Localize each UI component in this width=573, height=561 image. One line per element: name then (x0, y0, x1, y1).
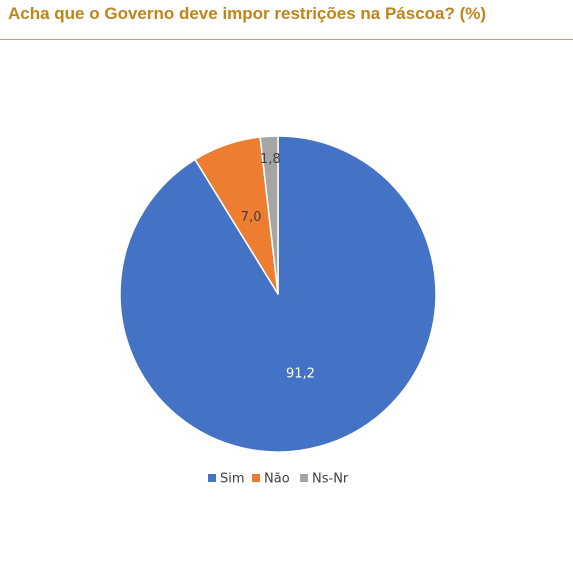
legend-swatch (252, 474, 260, 482)
legend-item-sim: Sim (208, 472, 245, 487)
legend-item-n-o: Não (252, 472, 290, 487)
legend-item-ns-nr: Ns-Nr (300, 472, 349, 487)
legend-swatch (208, 474, 216, 482)
legend-label: Sim (220, 472, 245, 487)
pie-data-labels: 91,2 7,0 1,8 (241, 152, 315, 382)
legend-label: Ns-Nr (312, 472, 349, 487)
chart-title: Acha que o Governo deve impor restrições… (8, 4, 487, 23)
data-label-ns-nr: 1,8 (260, 152, 281, 167)
pie-slices (119, 135, 437, 453)
title-divider (0, 39, 573, 40)
data-label-n-o: 7,0 (241, 210, 262, 225)
legend-swatch (300, 474, 308, 482)
data-label-sim: 91,2 (286, 367, 315, 382)
chart-legend: Sim Não Ns-Nr (208, 472, 349, 487)
legend-label: Não (264, 472, 290, 487)
pie-slice-ns-nr (259, 135, 279, 295)
